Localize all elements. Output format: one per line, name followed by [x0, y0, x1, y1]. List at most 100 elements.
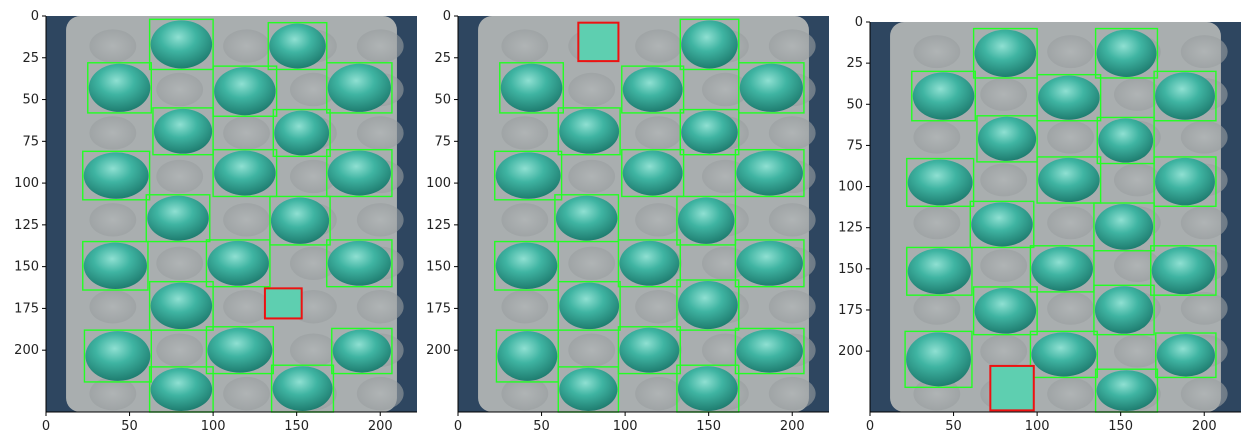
detection-box — [1153, 70, 1217, 122]
y-tick-label: 0 — [31, 9, 39, 24]
apple — [1094, 286, 1154, 334]
apple — [974, 29, 1037, 77]
detection-box — [972, 27, 1038, 79]
apple — [971, 202, 1033, 247]
detection-box — [205, 239, 271, 288]
apple — [736, 150, 803, 196]
tray-cell — [1180, 35, 1228, 69]
apple — [272, 366, 333, 412]
apple — [559, 108, 620, 154]
tray-cell — [635, 29, 682, 63]
x-tick-label: 200 — [1192, 419, 1217, 434]
detection-box — [326, 148, 393, 198]
y-tick-label: 200 — [838, 344, 863, 359]
tray-cell — [635, 290, 682, 324]
x-tick-label: 100 — [201, 419, 226, 434]
y-tick-label: 150 — [426, 260, 451, 275]
detection-box — [87, 62, 152, 114]
detection-box — [267, 21, 328, 71]
detection-box — [82, 240, 149, 291]
tray-cell — [768, 203, 816, 237]
tray-cell — [701, 159, 749, 194]
detection-box — [148, 18, 214, 71]
apple — [207, 240, 269, 286]
detection-box — [326, 239, 393, 288]
detection-box — [734, 239, 805, 288]
detection-box — [976, 115, 1038, 163]
tray-cell — [980, 77, 1028, 111]
tray-cell — [501, 29, 549, 63]
apple — [739, 63, 803, 112]
x-tick-label: 0 — [42, 419, 50, 434]
detection-box — [1036, 73, 1102, 122]
detection-box — [621, 65, 685, 114]
tray-cell — [1180, 291, 1228, 325]
detection-box — [972, 286, 1038, 336]
apple — [150, 367, 213, 411]
y-tick-label: 100 — [14, 176, 39, 191]
tray-cell — [501, 376, 549, 411]
tray-cell — [89, 203, 137, 237]
apple — [269, 23, 326, 69]
apple — [619, 327, 680, 373]
tray-cell — [156, 72, 204, 107]
tray-cell — [356, 376, 404, 411]
tray-cell — [356, 203, 404, 237]
tray-cell — [568, 246, 616, 280]
detection-box — [557, 107, 621, 156]
tray-cell — [156, 246, 204, 280]
apple — [906, 332, 971, 387]
detection-box — [554, 194, 620, 243]
apple — [1094, 204, 1154, 250]
tray-cell — [1047, 291, 1094, 325]
y-tick-label: 200 — [426, 343, 451, 358]
tray-cell — [289, 159, 337, 194]
tray-cell — [289, 246, 337, 280]
tray-cell — [289, 72, 337, 107]
detection-box — [621, 148, 685, 198]
y-tick-label: 125 — [426, 218, 451, 233]
x-tick-label: 50 — [533, 419, 550, 434]
detection-box — [1029, 245, 1095, 293]
detection-box — [676, 195, 737, 246]
apple — [150, 282, 213, 330]
tray-cell — [768, 290, 816, 324]
y-tick-label: 100 — [426, 176, 451, 191]
tray-cell — [768, 29, 816, 63]
detection-box — [676, 279, 740, 331]
missing-apple-fill — [264, 288, 302, 319]
apple — [736, 329, 803, 373]
tray-cell — [1113, 77, 1161, 111]
apple — [677, 366, 738, 412]
apple — [327, 150, 391, 196]
x-tick-label: 200 — [780, 419, 805, 434]
apple — [147, 195, 209, 241]
detection-box — [557, 280, 621, 331]
apple — [83, 152, 149, 199]
detection-box — [1093, 202, 1155, 252]
tray-cell — [635, 116, 682, 150]
tray-cell — [1180, 120, 1228, 154]
apple — [332, 329, 391, 373]
missing-apple-box — [577, 21, 620, 63]
detection-box — [499, 62, 564, 114]
tray-cell — [89, 376, 137, 411]
tray-cell — [223, 290, 270, 324]
detection-box — [617, 239, 681, 288]
panel-2: 0 25 50 75 100 125 150 175 200 0 50 100 150 200 — [426, 9, 829, 434]
tray-cell — [980, 249, 1028, 282]
apple — [1096, 29, 1157, 77]
y-tick-label: 75 — [846, 138, 863, 153]
x-tick-label: 0 — [454, 419, 462, 434]
y-tick-label: 175 — [426, 301, 451, 316]
tray-cell — [701, 333, 749, 367]
y-tick-label: 25 — [846, 56, 863, 71]
tray-cell — [501, 203, 549, 237]
apple — [1038, 157, 1100, 203]
apple — [1031, 332, 1097, 377]
detection-box — [82, 150, 151, 201]
apple — [327, 240, 391, 286]
tray-cell — [156, 333, 204, 367]
tray-cell — [1047, 35, 1094, 69]
apple — [495, 242, 558, 290]
